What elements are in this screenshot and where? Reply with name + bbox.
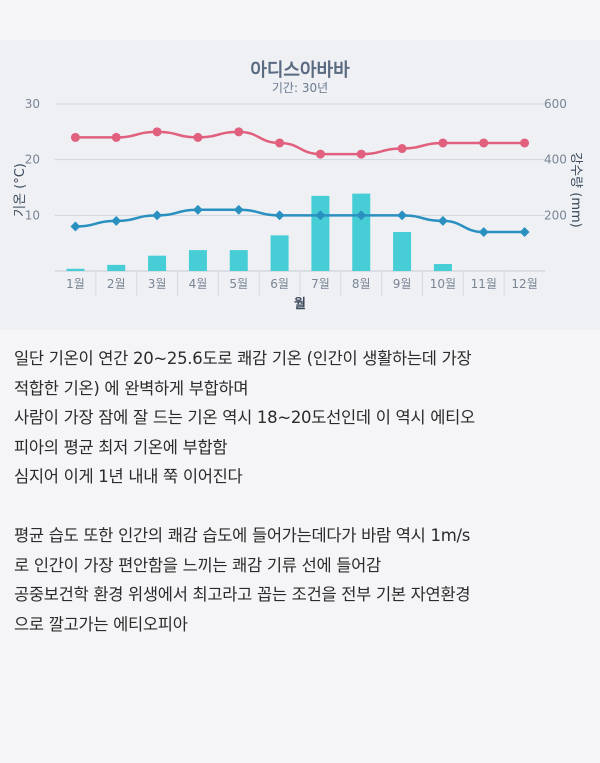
body-line: 공중보건학 환경 위생에서 최고라고 꼽는 조건을 전부 기본 자연환경 (14, 585, 471, 604)
body-line: 사람이 가장 잠에 잘 드는 기온 역시 18~20도선인데 이 역시 에티오 (14, 408, 475, 427)
y-left-axis-title: 기온 (°C) (13, 163, 28, 217)
x-tick-label: 6월 (270, 277, 289, 291)
x-axis-title: 월 (294, 296, 306, 312)
temperature-point (70, 132, 80, 142)
y-right-axis-title: 강수량 (mm) (568, 152, 583, 227)
temperature-point (192, 204, 203, 215)
x-tick-label: 12월 (511, 277, 537, 291)
body-line: 심지어 이게 1년 내내 쭉 이어진다 (14, 467, 243, 486)
x-tick-label: 5월 (229, 277, 248, 291)
temperature-point (234, 127, 244, 137)
temperature-point (438, 138, 448, 148)
body-line: 적합한 기온) 에 완벽하게 부합하며 (14, 378, 249, 398)
precip-bar (270, 235, 289, 271)
x-tick-label: 7월 (311, 277, 330, 291)
precip-bar (229, 250, 248, 271)
temperature-point (233, 204, 244, 215)
body-line: 으로 깔고가는 에티오피아 (14, 614, 188, 634)
x-tick-label: 9월 (393, 277, 412, 291)
chart-plot: 10 20 30 200 400 600 1월 2월 3월 4월 5월 6월 7월 8월 9월 10월 11월 1… (13, 97, 583, 312)
temperature-point (70, 221, 81, 232)
temperature-point (315, 210, 326, 221)
temperature-point (519, 227, 530, 237)
temperature-point (397, 210, 408, 221)
temperature-line (75, 208, 525, 234)
temperature-point (356, 149, 366, 159)
precip-bar (352, 193, 371, 271)
temperature-point (520, 138, 530, 148)
x-tick-label: 10월 (430, 277, 456, 291)
y-left-tick-label: 10 (25, 208, 40, 222)
temperature-point (397, 144, 407, 154)
precip-bar (188, 250, 207, 271)
temperature-point (152, 127, 162, 137)
precip-bar (433, 264, 452, 271)
body-line: 로 인간이 가장 편안함을 느끼는 쾌감 기류 선에 들어감 (14, 555, 381, 575)
temperature-point (152, 210, 163, 221)
temperature-point (274, 210, 285, 221)
temperature-line (75, 130, 525, 156)
climate-chart: 아디스아바바 기간: 30년 10 20 30 200 400 600 1월 2월 3월 4월 5월… (0, 40, 600, 330)
temperature-point (479, 138, 489, 148)
y-right-tick-label: 200 (544, 208, 567, 222)
x-tick-label: 11월 (471, 277, 497, 291)
article-body: 일단 기온이 연간 20~25.6도로 쾌감 기온 (인간이 생활하는데 가장 … (14, 344, 586, 639)
body-line: 피아의 평균 최저 기온에 부합함 (14, 437, 228, 457)
y-left-tick-label: 30 (25, 97, 40, 111)
temperature-point (315, 149, 325, 159)
precip-bar (393, 232, 412, 271)
temperature-point (111, 215, 122, 226)
x-tick-label: 4월 (189, 277, 208, 291)
y-left-tick-label: 20 (25, 153, 40, 167)
temperature-point (437, 215, 448, 226)
temperature-point (275, 138, 285, 148)
precip-bar (311, 195, 330, 271)
precip-bar (148, 255, 167, 271)
temperature-point (193, 132, 203, 142)
x-tick-label: 8월 (352, 277, 371, 291)
chart-subtitle: 기간: 30년 (271, 81, 329, 95)
x-tick-label: 2월 (107, 277, 126, 291)
y-right-tick-label: 600 (544, 97, 567, 111)
temperature-point (356, 210, 367, 221)
precip-bar (107, 264, 126, 271)
precip-bar (66, 268, 85, 271)
body-line: 일단 기온이 연간 20~25.6도로 쾌감 기온 (인간이 생활하는데 가장 (14, 349, 472, 368)
body-spacer (14, 492, 586, 522)
chart-title: 아디스아바바 (250, 60, 350, 81)
y-right-tick-label: 400 (544, 153, 567, 167)
temperature-point (478, 227, 489, 237)
body-line: 평균 습도 또한 인간의 쾌감 습도에 들어가는데다가 바람 역시 1m/s (14, 526, 471, 545)
x-tick-label: 3월 (148, 277, 167, 291)
x-tick-label: 1월 (66, 277, 85, 291)
temperature-point (111, 132, 121, 142)
